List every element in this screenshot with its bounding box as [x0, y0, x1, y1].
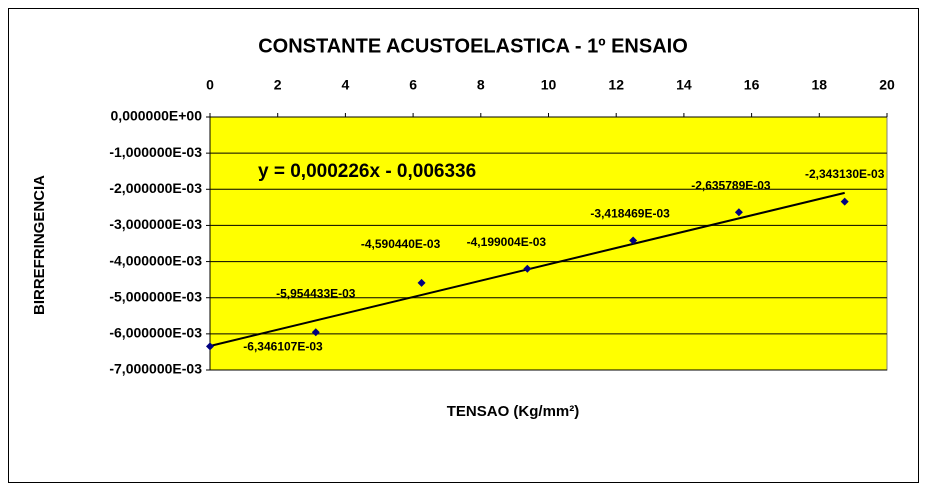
- x-tick-label: 10: [541, 77, 557, 93]
- y-tick-label: -5,000000E-03: [109, 288, 202, 304]
- x-tick-label: 4: [342, 77, 350, 93]
- x-tick-label: 18: [812, 77, 828, 93]
- x-tick-label: 0: [206, 77, 214, 93]
- data-point: [840, 197, 849, 206]
- chart-title: CONSTANTE ACUSTOELASTICA - 1º ENSAIO: [258, 35, 688, 57]
- x-tick-label: 2: [274, 77, 282, 93]
- data-label: -4,590440E-03: [361, 237, 441, 251]
- data-label: -3,418469E-03: [590, 207, 670, 221]
- data-point: [311, 328, 320, 337]
- y-tick-label: -1,000000E-03: [109, 144, 202, 160]
- data-label: -5,954433E-03: [276, 286, 356, 300]
- x-tick-label: 6: [409, 77, 417, 93]
- y-tick-label: -7,000000E-03: [109, 361, 202, 377]
- trendline-equation: y = 0,000226x - 0,006336: [258, 161, 476, 182]
- x-tick-label: 20: [879, 77, 895, 93]
- x-axis-title: TENSAO (Kg/mm²): [447, 403, 580, 420]
- data-label: -4,199004E-03: [467, 235, 547, 249]
- data-label: -2,635789E-03: [691, 178, 771, 192]
- data-point: [206, 342, 214, 351]
- y-tick-label: -6,000000E-03: [109, 325, 202, 341]
- x-tick-label: 12: [608, 77, 624, 93]
- data-point: [734, 208, 743, 217]
- plot-area: [209, 116, 888, 371]
- data-point: [629, 236, 638, 245]
- data-label: -2,343130E-03: [805, 167, 885, 181]
- x-tick-label: 16: [744, 77, 760, 93]
- y-tick-label: -4,000000E-03: [109, 252, 202, 268]
- x-tick-label: 14: [676, 77, 692, 93]
- y-tick-label: 0,000000E+00: [111, 108, 203, 124]
- data-label: -6,346107E-03: [243, 340, 323, 354]
- data-point: [417, 278, 426, 287]
- x-tick-label: 8: [477, 77, 485, 93]
- y-axis-title: BIRREFRINGENCIA: [31, 175, 48, 315]
- y-tick-label: -3,000000E-03: [109, 216, 202, 232]
- y-tick-label: -2,000000E-03: [109, 180, 202, 196]
- data-point: [523, 264, 532, 273]
